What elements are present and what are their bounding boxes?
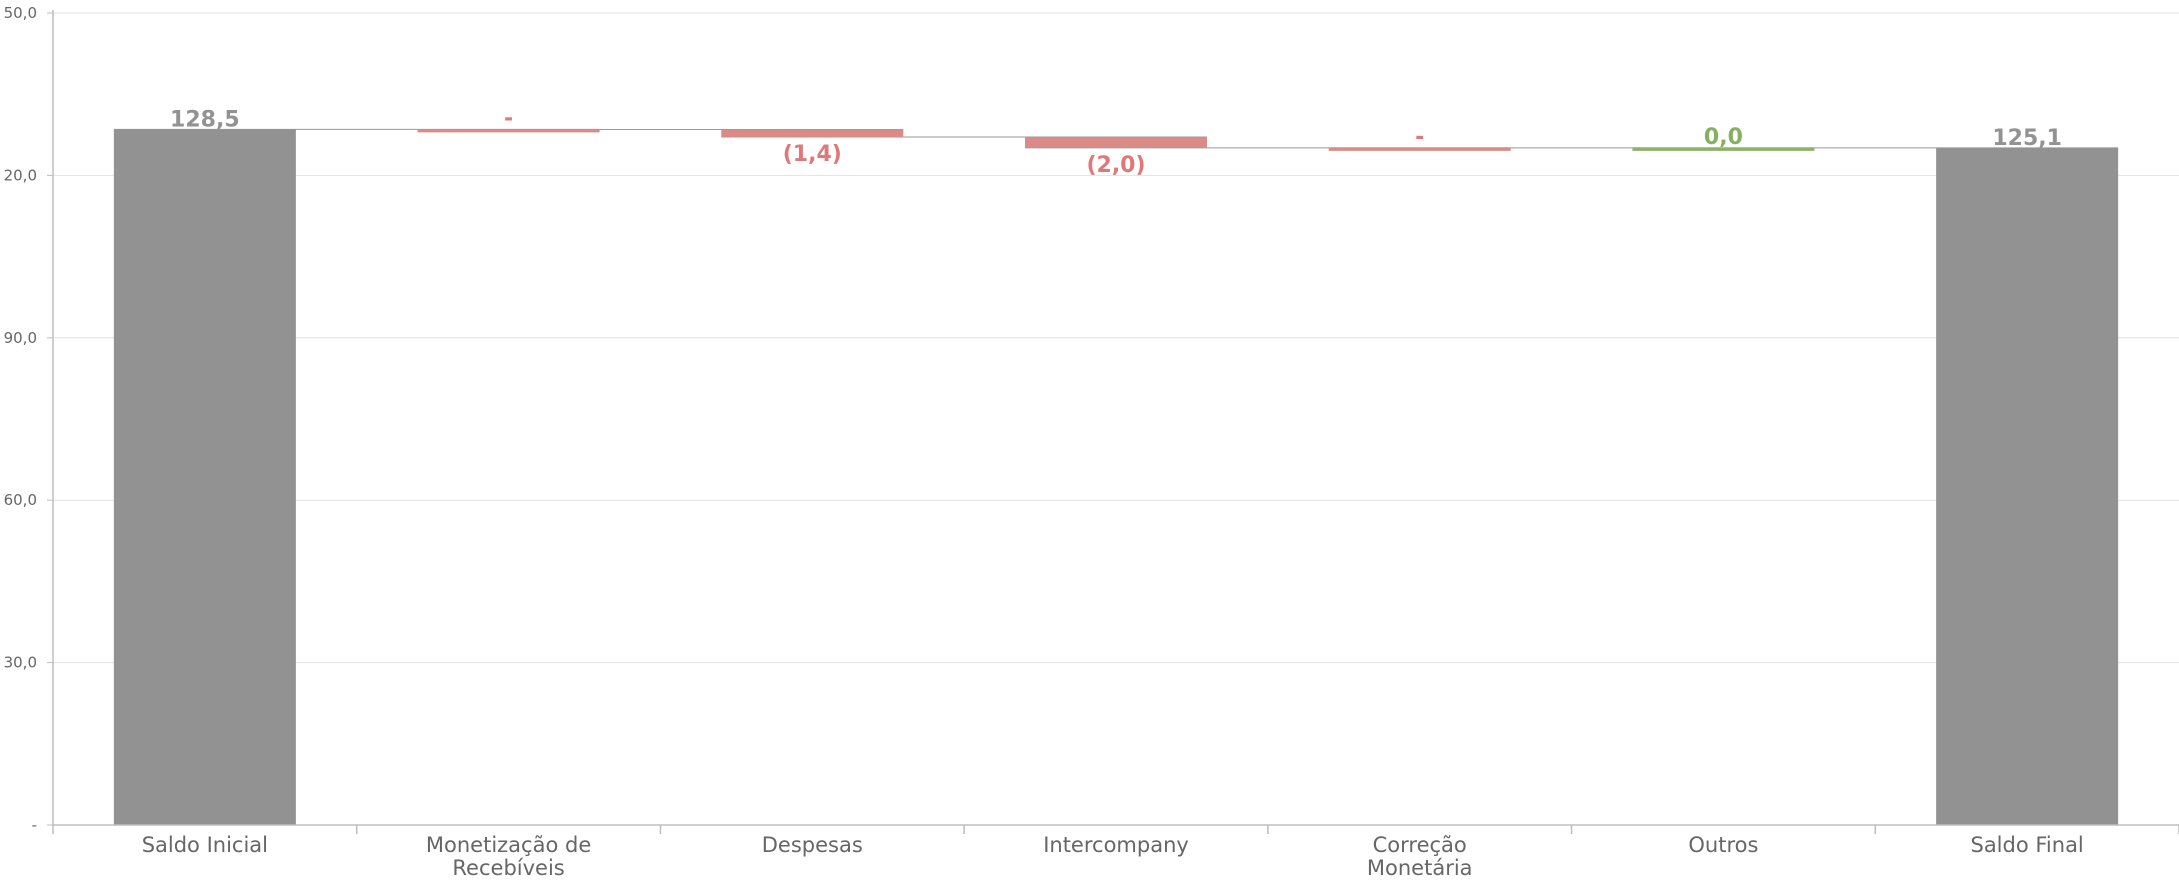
bar-1 bbox=[417, 129, 600, 133]
y-tick-label: 50,0 bbox=[4, 4, 37, 22]
data-label: - bbox=[504, 106, 513, 131]
y-axis-ticks: - 30,0 60,0 90,0 20,0 50,0 bbox=[4, 4, 53, 834]
y-tick-label: - bbox=[32, 816, 37, 834]
data-label: - bbox=[1415, 125, 1424, 150]
bar-6 bbox=[1936, 147, 2119, 826]
axes bbox=[52, 10, 2179, 834]
y-tick-label: 90,0 bbox=[4, 329, 37, 347]
data-label: 128,5 bbox=[170, 107, 240, 132]
data-label: 125,1 bbox=[1992, 126, 2062, 151]
x-tick-label: Monetização de bbox=[426, 833, 591, 857]
x-tick-label: Saldo Final bbox=[1970, 833, 2083, 857]
bars bbox=[113, 129, 2119, 826]
bar-4 bbox=[1328, 147, 1511, 151]
bar-3 bbox=[1025, 137, 1207, 148]
x-tick-label: Saldo Inicial bbox=[142, 833, 268, 857]
x-tick-label: Correção bbox=[1373, 833, 1467, 857]
bar-2 bbox=[721, 129, 904, 138]
bar-0 bbox=[113, 129, 296, 826]
grid-lines bbox=[53, 12, 2179, 664]
data-label: (2,0) bbox=[1086, 153, 1145, 178]
data-label: (1,4) bbox=[783, 142, 842, 167]
x-tick-label: Recebíveis bbox=[452, 856, 564, 880]
x-tick-label: Despesas bbox=[762, 833, 863, 857]
x-tick-label: Intercompany bbox=[1043, 833, 1189, 857]
data-label: 0,0 bbox=[1704, 125, 1743, 150]
x-tick-label: Outros bbox=[1688, 833, 1758, 857]
y-tick-label: 20,0 bbox=[4, 166, 37, 184]
data-labels: 128,5 - (1,4) (2,0) - 0,0 125,1 bbox=[170, 106, 2062, 177]
y-tick-label: 30,0 bbox=[4, 654, 37, 672]
y-tick-label: 60,0 bbox=[4, 491, 37, 509]
bar-5 bbox=[1632, 147, 1815, 151]
x-tick-label: Monetária bbox=[1367, 856, 1473, 880]
